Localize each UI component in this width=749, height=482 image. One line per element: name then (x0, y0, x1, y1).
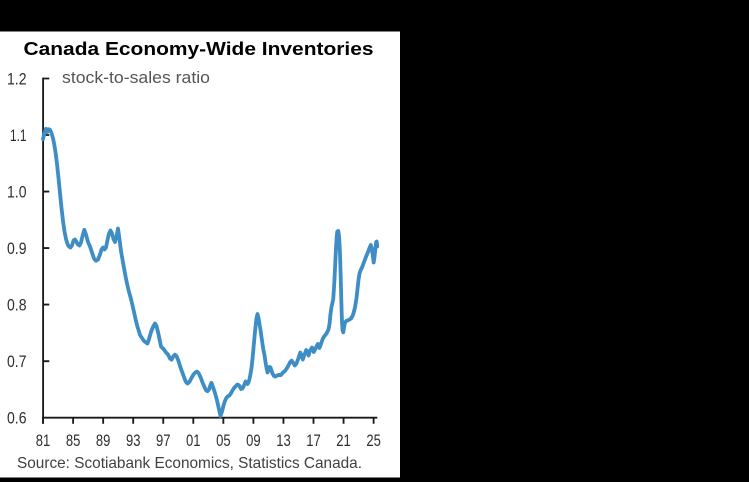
svg-text:0.9: 0.9 (7, 240, 27, 258)
svg-text:0.8: 0.8 (7, 297, 27, 315)
svg-text:09: 09 (246, 432, 261, 450)
svg-text:17: 17 (306, 432, 321, 450)
svg-text:25: 25 (366, 432, 381, 450)
svg-text:stock-to-sales ratio: stock-to-sales ratio (62, 68, 210, 87)
svg-text:1.2: 1.2 (7, 71, 27, 89)
svg-text:93: 93 (126, 432, 141, 450)
svg-text:Canada Economy-Wide Inventorie: Canada Economy-Wide Inventories (24, 38, 374, 59)
svg-text:05: 05 (216, 432, 231, 450)
svg-text:89: 89 (96, 432, 111, 450)
svg-text:1.1: 1.1 (10, 127, 27, 145)
svg-text:13: 13 (276, 432, 291, 450)
svg-text:85: 85 (66, 432, 81, 450)
svg-text:81: 81 (36, 432, 51, 450)
svg-text:97: 97 (156, 432, 171, 450)
svg-text:1.0: 1.0 (7, 184, 27, 202)
svg-text:Source: Scotiabank Economics,: Source: Scotiabank Economics, Statistics… (17, 455, 362, 472)
svg-text:01: 01 (186, 432, 201, 450)
svg-text:21: 21 (336, 432, 351, 450)
svg-text:0.7: 0.7 (7, 353, 27, 371)
svg-text:0.6: 0.6 (7, 410, 27, 428)
